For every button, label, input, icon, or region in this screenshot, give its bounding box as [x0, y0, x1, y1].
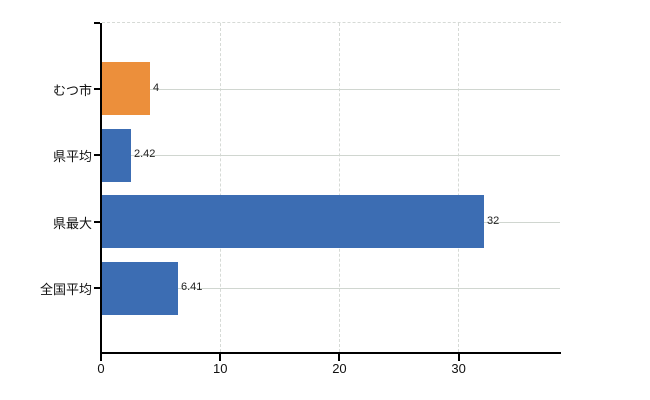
y-axis-tick — [94, 287, 100, 289]
x-axis-tick-10 — [219, 354, 222, 361]
x-gridline-20 — [338, 23, 340, 352]
category-label: むつ市 — [52, 82, 92, 98]
x-gridline-30 — [458, 23, 460, 352]
y-axis-top-tick — [94, 22, 100, 24]
bar-1 — [102, 62, 150, 115]
plot-top-border — [102, 22, 561, 23]
x-axis-tick-0 — [100, 354, 102, 361]
x-tick-label: 30 — [451, 361, 466, 376]
value-label: 4 — [153, 81, 160, 94]
value-label: 6.41 — [181, 281, 203, 293]
value-label: 2.42 — [134, 148, 156, 160]
bar-3 — [102, 195, 484, 248]
bar-2 — [102, 128, 131, 182]
category-label: 全国平均 — [39, 282, 92, 297]
x-gridline-10 — [219, 23, 221, 352]
category-gridline — [102, 155, 560, 156]
x-axis-line — [100, 352, 561, 354]
x-tick-label: 20 — [332, 361, 347, 376]
value-label: 32 — [487, 214, 500, 227]
category-gridline — [102, 88, 560, 90]
y-axis-line — [100, 23, 102, 354]
y-axis-tick — [94, 220, 100, 223]
y-axis-tick — [94, 154, 100, 156]
category-gridline — [102, 288, 560, 289]
bar-4 — [102, 261, 178, 315]
category-label: 県最大 — [52, 215, 92, 231]
x-axis-tick-30 — [457, 354, 460, 361]
y-axis-tick — [94, 87, 100, 90]
x-tick-label: 10 — [212, 361, 228, 376]
x-axis-tick-20 — [338, 354, 341, 361]
category-label: 県平均 — [52, 149, 92, 164]
x-tick-label: 0 — [97, 361, 105, 376]
